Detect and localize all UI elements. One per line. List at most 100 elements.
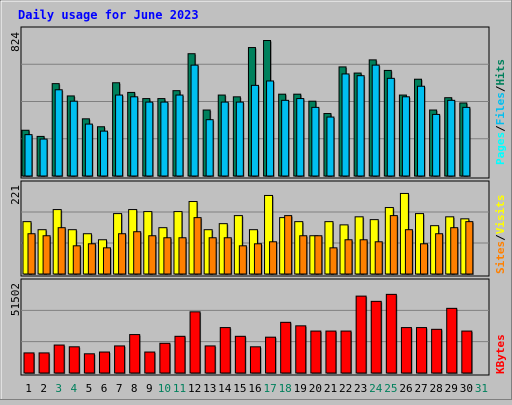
x-tick-label-day-8: 8 — [131, 382, 138, 395]
bar-sites-day-9 — [148, 235, 157, 275]
x-tick-label-day-29: 29 — [445, 382, 458, 395]
bar-files-day-2 — [39, 138, 48, 177]
x-tick-label-day-9: 9 — [146, 382, 153, 395]
ytick-label-kbytes: 51502 — [9, 283, 22, 316]
bar-sites-day-25 — [389, 215, 398, 275]
bar-sites-day-12 — [193, 217, 202, 275]
x-tick-label-day-16: 16 — [248, 382, 261, 395]
x-tick-label-day-20: 20 — [309, 382, 322, 395]
bar-files-day-28 — [432, 113, 441, 177]
bar-kbytes-day-19 — [295, 325, 307, 374]
bar-files-day-3 — [54, 89, 63, 177]
bar-kbytes-day-6 — [98, 351, 110, 374]
legend-files: Files — [494, 92, 507, 125]
bar-files-day-24 — [371, 64, 380, 177]
bar-sites-day-3 — [57, 227, 66, 275]
x-tick-label-day-27: 27 — [414, 382, 427, 395]
bar-kbytes-day-25 — [385, 293, 397, 374]
bar-kbytes-day-12 — [189, 311, 201, 374]
bar-files-day-26 — [401, 96, 410, 177]
x-axis-labels: 1 2 3 4 5 6 7 8 9 10 11 12 13 14 15 16 17 18 19 20 21 22 23 24 2… — [25, 382, 488, 395]
bar-sites-day-30 — [465, 221, 474, 275]
bar-files-day-13 — [205, 119, 214, 177]
bar-files-day-23 — [356, 75, 365, 177]
bar-sites-day-27 — [420, 243, 429, 275]
bar-sites-day-16 — [253, 243, 262, 275]
bar-files-day-25 — [386, 77, 395, 177]
x-tick-label-day-24: 24 — [369, 382, 383, 395]
bar-sites-day-20 — [314, 235, 323, 275]
bar-kbytes-day-29 — [446, 307, 458, 374]
bar-sites-day-8 — [133, 231, 142, 275]
bar-kbytes-day-24 — [370, 300, 382, 374]
bar-files-day-9 — [145, 101, 154, 177]
bar-sites-day-26 — [404, 229, 413, 275]
ytick-label-hits: 824 — [9, 32, 22, 52]
bar-kbytes-day-7 — [114, 345, 126, 374]
x-tick-label-day-4: 4 — [71, 382, 78, 395]
ytick-label-sites: 221 — [9, 185, 22, 205]
legend-hits-files-pages: Pages/Files/Hits — [494, 59, 507, 165]
bar-sites-day-23 — [359, 239, 368, 275]
bar-kbytes-day-1 — [23, 352, 35, 374]
bar-kbytes-day-4 — [68, 346, 80, 374]
bar-files-day-10 — [160, 101, 169, 177]
bar-sites-day-7 — [118, 233, 127, 275]
bar-kbytes-day-13 — [204, 345, 216, 374]
x-tick-label-day-10: 10 — [158, 382, 171, 395]
bar-kbytes-day-10 — [159, 342, 171, 374]
bar-sites-day-15 — [238, 245, 247, 275]
chart-title: Daily usage for June 2023 — [18, 8, 199, 22]
bar-sites-day-19 — [299, 235, 308, 275]
bar-kbytes-day-20 — [310, 330, 322, 374]
bar-kbytes-day-16 — [249, 346, 261, 374]
bar-kbytes-day-17 — [265, 336, 277, 374]
x-tick-label-day-23: 23 — [354, 382, 367, 395]
legend-sep-2: / — [494, 85, 507, 92]
x-tick-label-day-21: 21 — [324, 382, 337, 395]
bar-files-day-15 — [235, 101, 244, 177]
legend-sites-visits: Sites/Visits — [494, 195, 507, 275]
x-tick-label-day-7: 7 — [116, 382, 123, 395]
bar-files-day-21 — [326, 116, 335, 177]
bar-sites-day-10 — [163, 237, 172, 275]
bar-files-day-4 — [69, 100, 78, 177]
bar-kbytes-day-3 — [53, 344, 65, 374]
bar-files-day-5 — [84, 123, 93, 177]
x-tick-label-day-22: 22 — [339, 382, 352, 395]
bar-kbytes-day-23 — [355, 295, 367, 374]
bar-files-day-27 — [417, 85, 426, 177]
bar-kbytes-day-9 — [144, 351, 156, 374]
legend-visits: Visits — [494, 195, 507, 235]
x-tick-label-day-28: 28 — [430, 382, 443, 395]
bar-kbytes-day-15 — [234, 335, 246, 374]
bar-files-day-12 — [190, 64, 199, 177]
bar-kbytes-day-8 — [129, 334, 141, 374]
bar-files-day-14 — [220, 101, 229, 177]
x-tick-label-day-31: 31 — [475, 382, 488, 395]
bar-sites-day-28 — [435, 233, 444, 275]
x-tick-label-day-25: 25 — [384, 382, 397, 395]
bar-files-day-30 — [462, 106, 471, 177]
bar-kbytes-day-5 — [83, 353, 95, 374]
bar-kbytes-day-26 — [400, 327, 412, 374]
bar-files-day-17 — [266, 80, 275, 177]
bar-sites-day-22 — [344, 239, 353, 275]
bar-sites-day-14 — [223, 237, 232, 275]
legend-sites: Sites — [494, 241, 507, 274]
bar-sites-day-21 — [329, 247, 338, 275]
bar-kbytes-day-30 — [461, 330, 473, 374]
x-tick-label-day-13: 13 — [203, 382, 216, 395]
bar-files-day-22 — [341, 73, 350, 177]
bar-visits-day-15 — [233, 215, 243, 275]
bar-files-day-1 — [24, 134, 33, 177]
bar-sites-day-5 — [87, 243, 96, 275]
x-tick-label-day-14: 14 — [218, 382, 232, 395]
bar-files-day-7 — [115, 94, 124, 177]
x-tick-label-day-11: 11 — [173, 382, 186, 395]
bar-kbytes-day-11 — [174, 335, 186, 374]
bar-kbytes-day-14 — [219, 327, 231, 374]
x-tick-label-day-2: 2 — [40, 382, 47, 395]
legend-kbytes: KBytes — [494, 334, 507, 374]
